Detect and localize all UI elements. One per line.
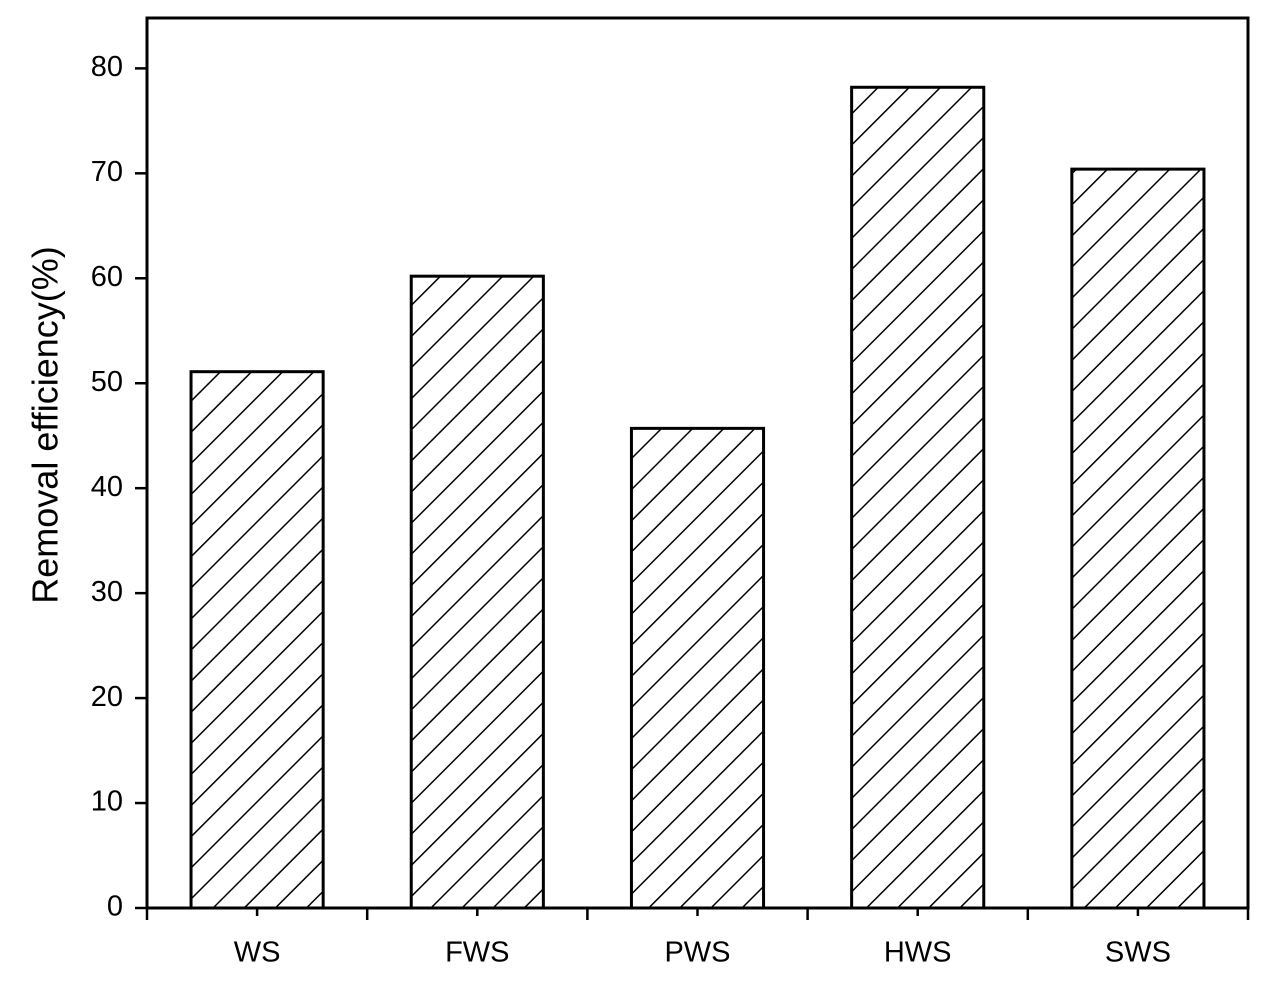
plot-frame xyxy=(145,16,1250,910)
y-tick-label: 70 xyxy=(91,156,123,188)
bar-hatch xyxy=(189,370,325,910)
y-tick-label: 50 xyxy=(91,366,123,398)
bar-hatch xyxy=(629,426,766,910)
y-tick-label: 30 xyxy=(91,576,123,608)
bar-hatch xyxy=(850,85,986,910)
y-tick-label: 10 xyxy=(91,786,123,818)
x-tick-label: SWS xyxy=(1105,937,1171,969)
x-tick-label: PWS xyxy=(664,937,730,969)
y-tick-label: 20 xyxy=(91,681,123,713)
x-tick-label: WS xyxy=(234,937,281,969)
y-tick-label: 40 xyxy=(91,471,123,503)
y-tick-label: 60 xyxy=(91,261,123,293)
y-axis-label: Removal efficiency(%) xyxy=(25,246,66,603)
x-tick-label: FWS xyxy=(445,937,509,969)
bar-hatch xyxy=(1070,167,1206,910)
y-tick-label: 80 xyxy=(91,51,123,83)
y-tick-label: 0 xyxy=(107,891,123,923)
x-tick-label: HWS xyxy=(884,937,952,969)
bar-hatch xyxy=(409,274,545,910)
